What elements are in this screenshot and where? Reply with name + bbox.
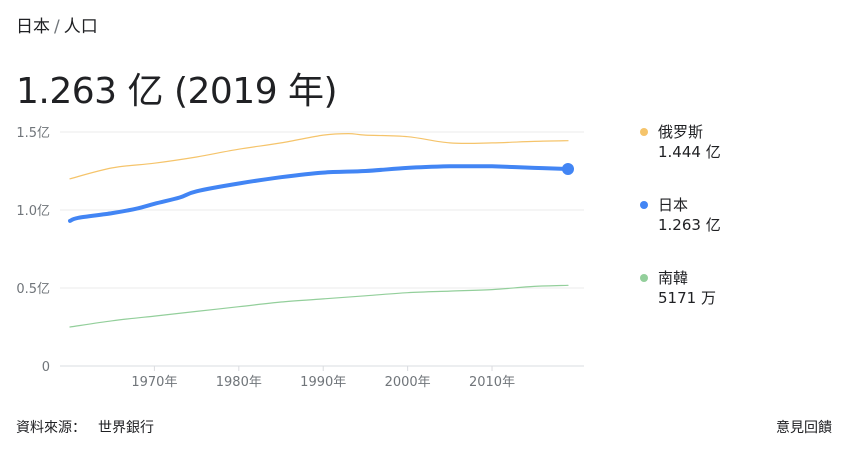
legend-name: 南韓 [658, 269, 689, 287]
breadcrumb-country[interactable]: 日本 [16, 17, 50, 37]
legend-name: 日本 [658, 196, 689, 214]
legend: 俄罗斯 1.444 亿 日本 1.263 亿 南韓 5171 万 [640, 122, 721, 308]
legend-value: 1.444 亿 [658, 143, 721, 161]
legend-dot-south-korea [640, 274, 648, 282]
y-axis-labels: 0 0.5亿 1.0亿 1.5亿 [16, 126, 50, 375]
legend-item-russia[interactable]: 俄罗斯 1.444 亿 [640, 122, 721, 162]
legend-dot-japan [640, 201, 648, 209]
y-tick-label: 1.5亿 [16, 126, 50, 141]
population-chart[interactable]: 0 0.5亿 1.0亿 1.5亿 1970年 1980年 1990年 2000年 2010年 [0, 112, 600, 402]
x-tick-label: 2010年 [469, 375, 515, 390]
x-tick-label: 1990年 [300, 375, 346, 390]
breadcrumb: 日本 / 人口 [16, 12, 98, 37]
breadcrumb-separator: / [54, 17, 60, 37]
headline-value: 1.263 亿 (2019 年) [16, 71, 338, 112]
x-axis-labels: 1970年 1980年 1990年 2000年 2010年 [131, 366, 515, 390]
chart-series [68, 133, 574, 328]
y-tick-label: 0.5亿 [16, 282, 50, 297]
legend-dot-russia [640, 128, 648, 136]
legend-item-japan[interactable]: 日本 1.263 亿 [640, 195, 721, 235]
x-tick-label: 1980年 [216, 375, 262, 390]
data-source: 資料來源： 世界銀行 [16, 417, 154, 437]
x-tick-label: 1970年 [131, 375, 177, 390]
y-tick-label: 0 [42, 360, 50, 375]
legend-name: 俄罗斯 [658, 123, 704, 141]
legend-value: 1.263 亿 [658, 216, 721, 234]
y-tick-label: 1.0亿 [16, 204, 50, 219]
breadcrumb-topic: 人口 [63, 17, 98, 37]
series-line-2[interactable] [69, 284, 569, 328]
source-link[interactable]: 世界銀行 [98, 420, 154, 436]
legend-value: 5171 万 [658, 289, 716, 307]
feedback-link[interactable]: 意見回饋 [776, 420, 832, 436]
source-label: 資料來源： [16, 420, 86, 436]
x-tick-label: 2000年 [385, 375, 431, 390]
chart-grid [60, 131, 584, 367]
series-line-0[interactable] [69, 133, 569, 180]
series-line-1[interactable] [68, 164, 570, 223]
series-endpoint-marker[interactable] [562, 162, 574, 175]
legend-item-south-korea[interactable]: 南韓 5171 万 [640, 268, 721, 308]
